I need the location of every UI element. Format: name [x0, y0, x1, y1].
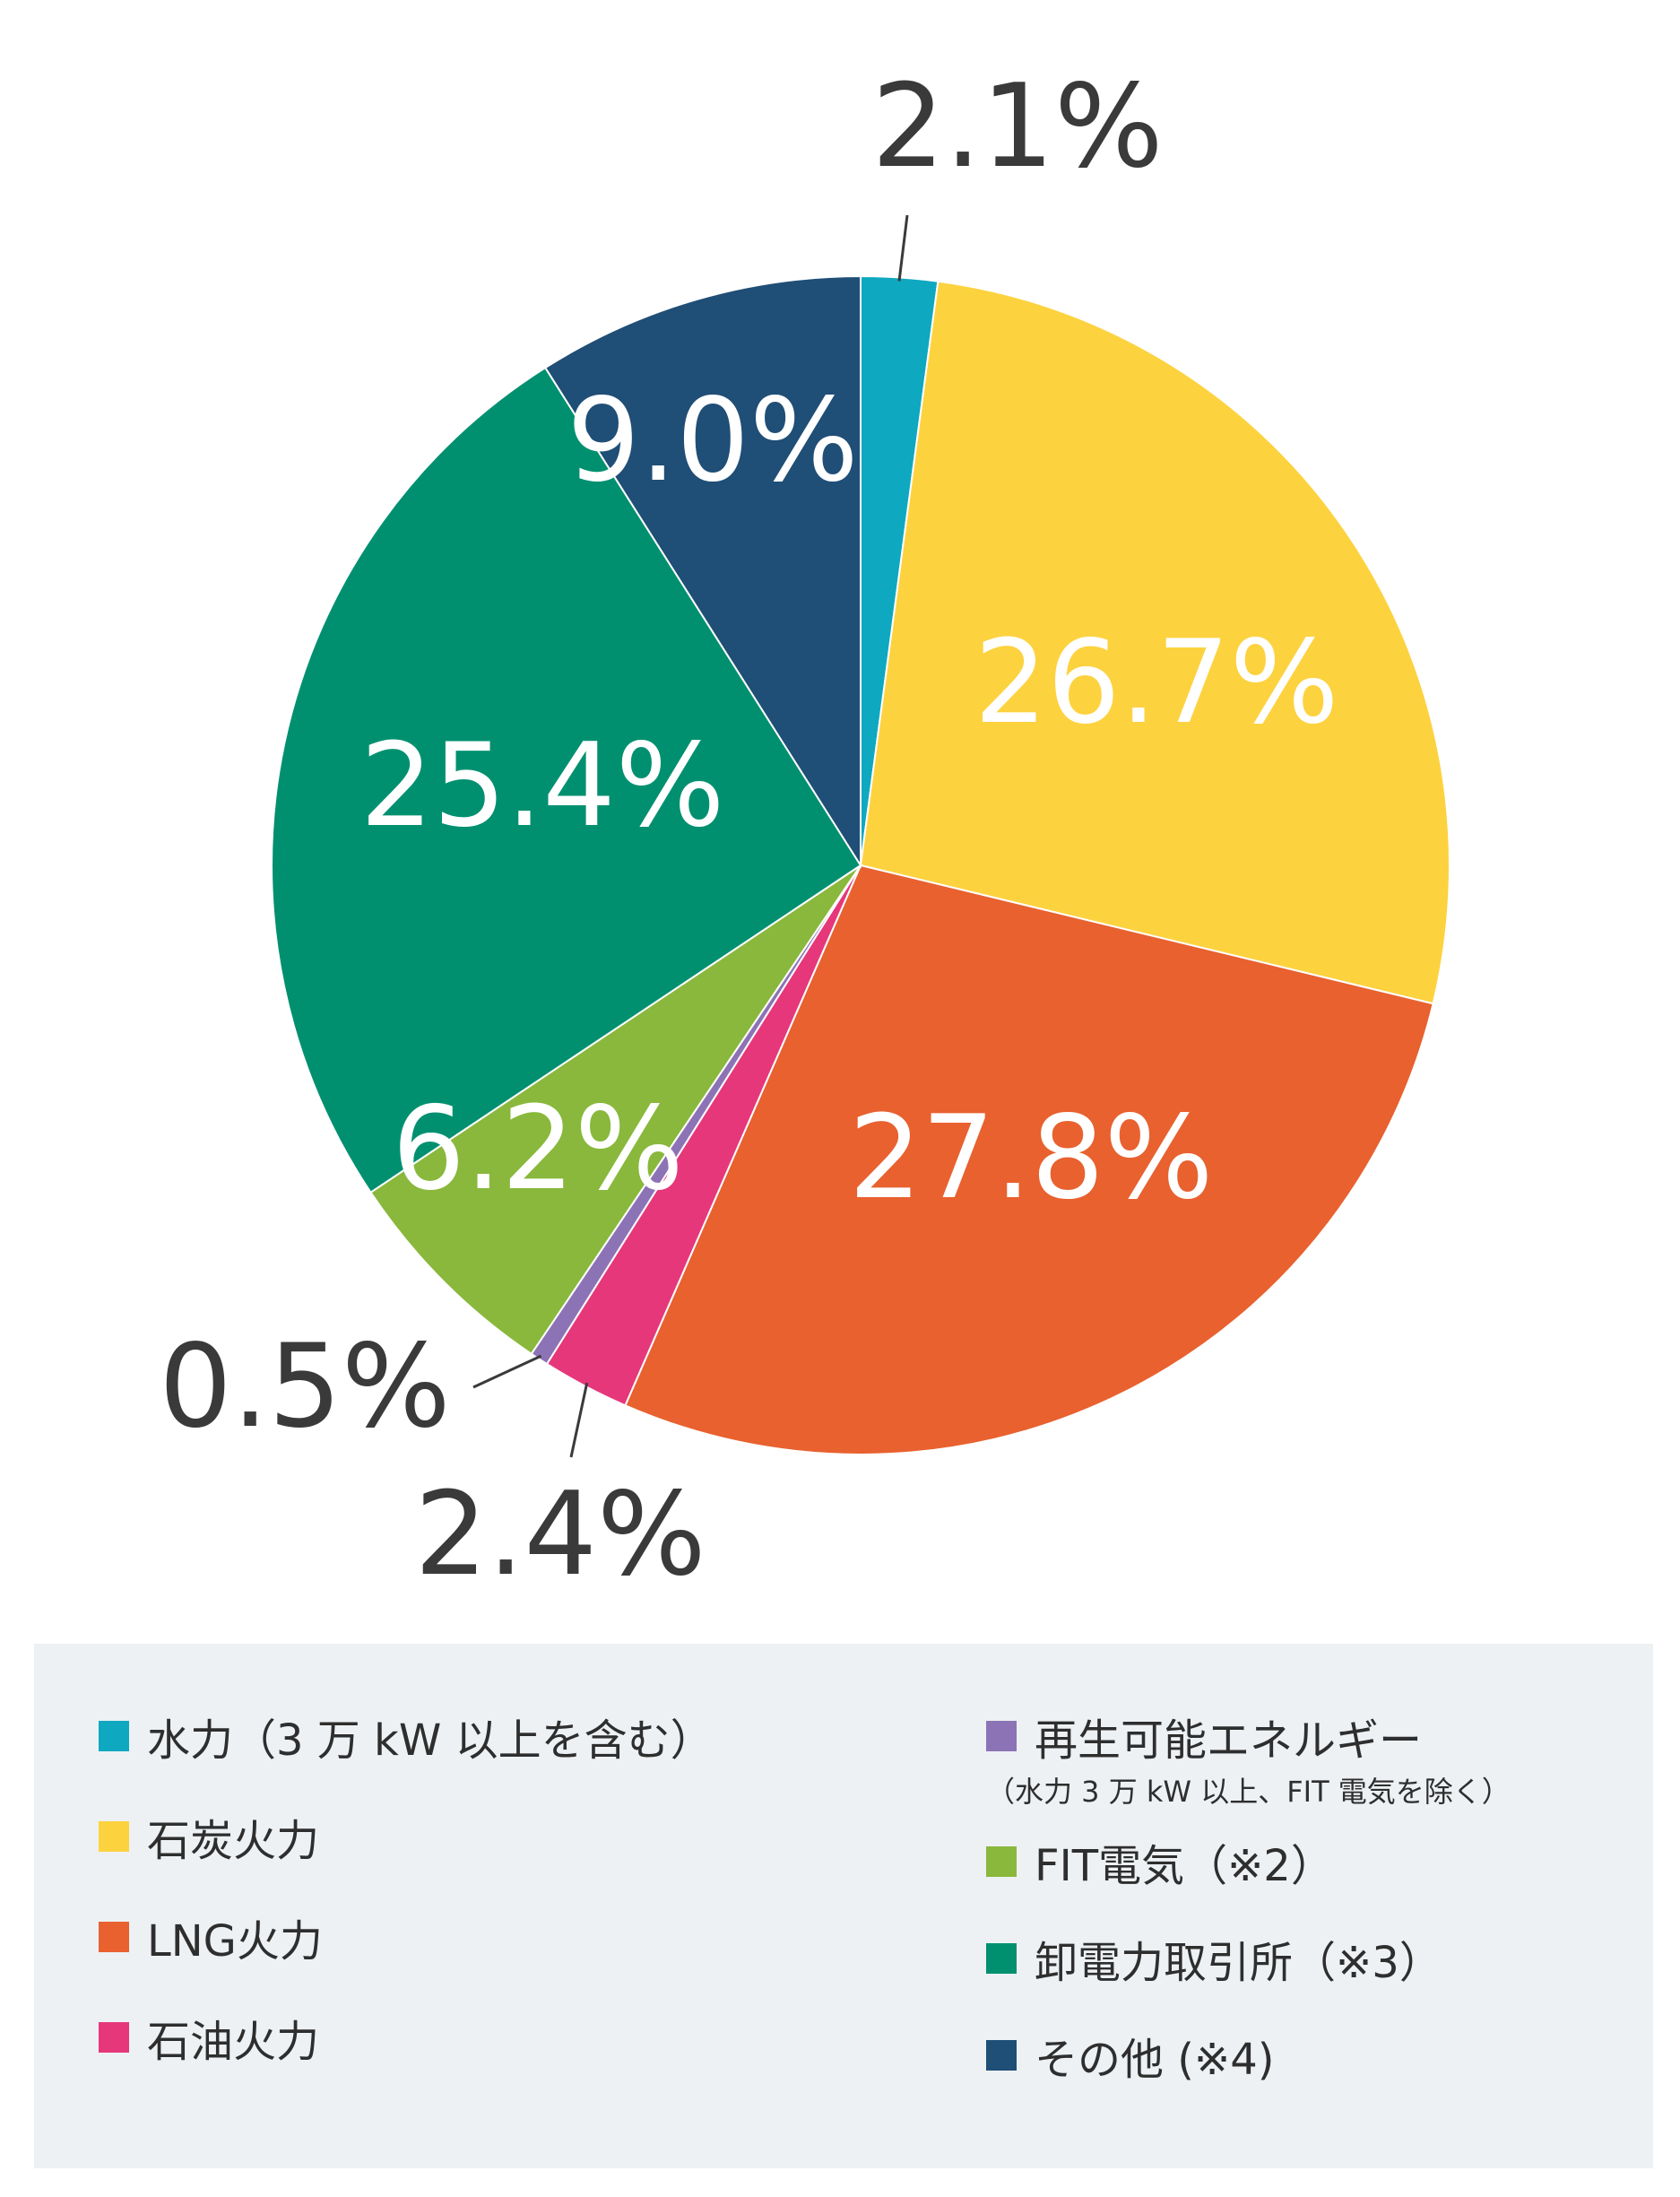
legend-renewable-note: （水力 3 万 kW 以上、FIT 電気を除く）: [986, 1775, 1511, 1809]
slice-label: 2.1%: [871, 60, 1163, 194]
pie-slice: [624, 864, 1434, 1455]
legend-swatch: [99, 2022, 129, 2053]
legend-label: 卸電力取引所（※3）: [1035, 1938, 1442, 1988]
legend-item-coal: 石炭火力: [99, 1805, 319, 1868]
legend-item-oil: 石油火力: [99, 2006, 319, 2069]
pie-slice: [859, 280, 1451, 1005]
pie-slices: [271, 274, 1451, 1455]
legend: 水力（3 万 kW 以上を含む） 石炭火力 LNG火力 石油火力 再生可能エネル…: [34, 1644, 1653, 2168]
legend-swatch: [986, 1721, 1017, 1751]
legend-item-other: その他 (※4): [986, 2024, 1274, 2087]
legend-swatch: [986, 1846, 1017, 1877]
legend-label: 石油火力: [147, 2017, 320, 2067]
slice-label: 0.5%: [159, 1320, 450, 1454]
leader-line: [897, 214, 909, 282]
legend-label: 水力（3 万 kW 以上を含む）: [147, 1715, 714, 1766]
leader-line: [472, 1354, 542, 1389]
legend-item-renewable: 再生可能エネルギー: [986, 1705, 1422, 1767]
legend-item-fit: FIT電気（※2）: [986, 1830, 1334, 1893]
pie-chart: 2.1% 26.7% 27.8% 2.4% 0.5% 6.2% 25.4% 9.0%: [159, 60, 1451, 1602]
legend-label: 石炭火力: [147, 1816, 320, 1866]
legend-swatch: [99, 1821, 129, 1852]
legend-item-exchange: 卸電力取引所（※3）: [986, 1927, 1442, 1990]
legend-swatch: [99, 1721, 129, 1751]
legend-label: FIT電気（※2）: [1035, 1841, 1334, 1891]
slice-label: 9.0%: [567, 374, 858, 508]
slice-label: 25.4%: [360, 719, 725, 853]
leader-lines: [472, 214, 909, 1458]
pie-slice: [543, 274, 862, 869]
legend-item-lng: LNG火力: [99, 1906, 323, 1968]
slice-label: 27.8%: [849, 1091, 1214, 1225]
slice-label: 2.4%: [414, 1468, 706, 1602]
pie-slice: [369, 864, 862, 1356]
legend-swatch: [99, 1922, 129, 1952]
legend-label: LNG火力: [147, 1916, 323, 1967]
slice-labels: 2.1% 26.7% 27.8% 2.4% 0.5% 6.2% 25.4% 9.0%: [159, 60, 1338, 1602]
legend-label: 再生可能エネルギー: [1035, 1715, 1423, 1766]
legend-item-hydro: 水力（3 万 kW 以上を含む）: [99, 1705, 714, 1767]
legend-swatch: [986, 2040, 1017, 2071]
legend-swatch: [986, 1943, 1017, 1974]
legend-label: その他 (※4): [1035, 2035, 1275, 2085]
leader-line: [569, 1382, 589, 1458]
pie-slice: [271, 366, 862, 1194]
slice-label: 26.7%: [974, 616, 1339, 750]
slice-label: 6.2%: [392, 1082, 683, 1216]
